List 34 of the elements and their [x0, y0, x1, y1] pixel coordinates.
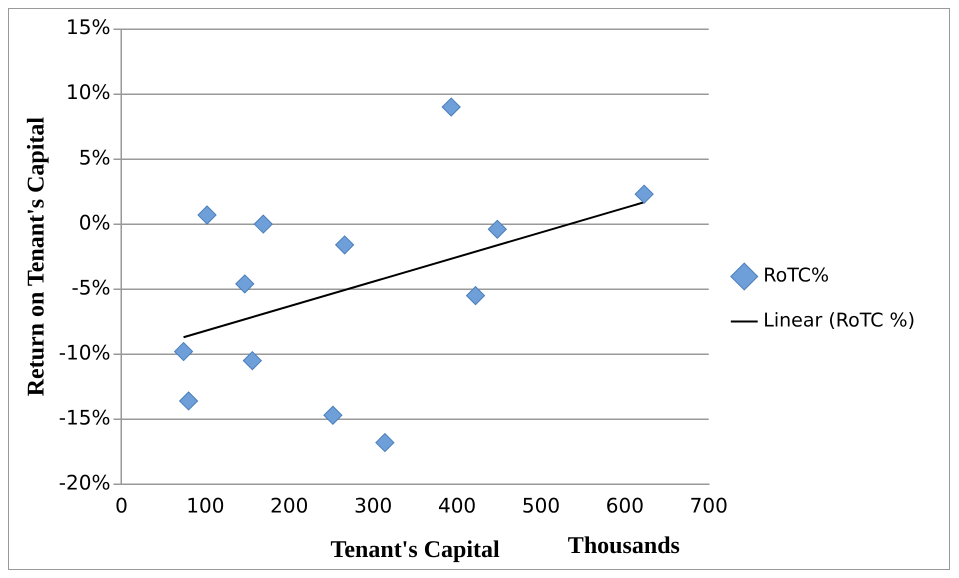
y-tick-label: 5%	[78, 145, 110, 170]
legend-label: RoTC%	[763, 264, 830, 286]
x-tick-label: 0	[115, 493, 128, 518]
x-tick-label: 500	[522, 493, 560, 518]
y-tick-label: -5%	[72, 275, 110, 300]
point	[375, 433, 394, 452]
x-tick-label: 700	[690, 493, 728, 518]
y-tick-label: -15%	[58, 405, 110, 430]
legend-label: Linear (RoTC %)	[763, 309, 916, 332]
y-tick-label: 15%	[66, 15, 110, 40]
point	[488, 220, 507, 239]
text: Thousands	[568, 533, 680, 560]
point	[242, 351, 262, 370]
point	[198, 205, 217, 224]
y-tick-label: 0%	[78, 210, 110, 234]
point	[174, 342, 194, 362]
x-tick-label: 200	[270, 493, 308, 518]
point	[634, 184, 654, 204]
y-tick-label: -20%	[58, 470, 110, 494]
x-tick-label: 100	[186, 493, 224, 518]
point	[442, 98, 461, 117]
y-tick-label: -10%	[58, 340, 110, 364]
y-tick-label: 10%	[66, 80, 110, 104]
point	[335, 235, 354, 254]
point	[466, 286, 486, 306]
x-tick-label: 600	[606, 493, 644, 518]
point	[235, 274, 254, 294]
point	[323, 406, 342, 425]
x-tick-label: 400	[438, 493, 476, 518]
x-axis-title: Tenant's Capital	[330, 536, 500, 563]
point	[179, 391, 198, 410]
point	[254, 214, 273, 234]
y-axis-title: Return on Tenant's Capital	[24, 116, 50, 396]
x-tick-label: 300	[354, 493, 392, 518]
